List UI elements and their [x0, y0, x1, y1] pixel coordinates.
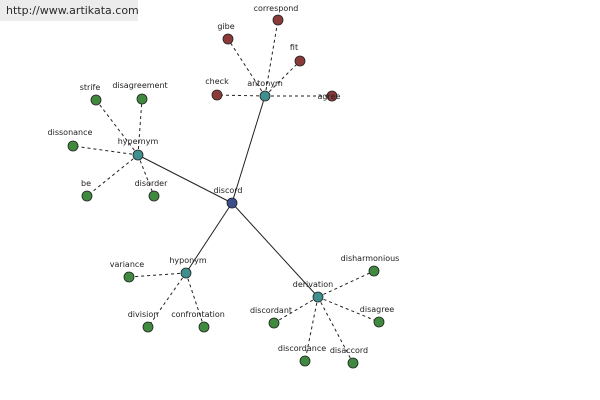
relation-label-derivation[interactable]: derivation [293, 280, 333, 289]
leaf-node-correspond[interactable] [272, 14, 284, 26]
edge-hyponym-variance [128, 272, 187, 278]
leaf-node-check[interactable] [211, 89, 223, 101]
leaf-label-correspond[interactable]: correspond [254, 4, 299, 13]
leaf-label-variance[interactable]: variance [110, 260, 145, 269]
edge-center-derivation [231, 202, 319, 298]
leaf-node-fit[interactable] [294, 55, 306, 67]
edge-center-antonym [231, 95, 266, 204]
edge-center-hyponym [185, 202, 233, 274]
edge-antonym-fit [264, 60, 301, 97]
leaf-node-division[interactable] [142, 321, 154, 333]
leaf-node-disorder[interactable] [148, 190, 160, 202]
url-banner[interactable]: http://www.artikata.com [0, 0, 139, 21]
relation-node-hyponym[interactable] [180, 267, 192, 279]
leaf-label-disagree[interactable]: disagree [360, 305, 394, 314]
leaf-node-variance[interactable] [123, 271, 135, 283]
leaf-label-disaccord[interactable]: disaccord [330, 346, 368, 355]
edge-hypernym-be [86, 154, 139, 197]
relation-node-antonym[interactable] [259, 90, 271, 102]
edge-derivation-discordant [273, 296, 319, 324]
leaf-node-gibe[interactable] [222, 33, 234, 45]
edge-derivation-disharmonious [317, 270, 375, 298]
leaf-label-disagreement[interactable]: disagreement [112, 81, 167, 90]
leaf-node-be[interactable] [81, 190, 93, 202]
leaf-node-disaccord[interactable] [347, 357, 359, 369]
leaf-label-disorder[interactable]: disorder [135, 179, 169, 188]
relation-label-antonym[interactable]: antonym [247, 79, 283, 88]
edge-derivation-disaccord [317, 296, 354, 364]
leaf-label-dissonance[interactable]: dissonance [48, 128, 93, 137]
center-node[interactable] [226, 197, 238, 209]
leaf-label-strife[interactable]: strife [80, 83, 101, 92]
graph-nodes: gibe correspond fit check agree antonym strife… [48, 4, 400, 369]
edge-hypernym-dissonance [72, 145, 139, 156]
edge-hypernym-disagreement [137, 98, 143, 156]
leaf-label-discordant[interactable]: discordant [250, 306, 292, 315]
leaf-node-agree[interactable] [326, 90, 338, 102]
leaf-node-disharmonious[interactable] [368, 265, 380, 277]
leaf-node-disagreement[interactable] [136, 93, 148, 105]
leaf-node-confrontation[interactable] [198, 321, 210, 333]
relation-label-hyponym[interactable]: hyponym [169, 256, 207, 265]
leaf-label-division[interactable]: division [128, 310, 159, 319]
leaf-node-strife[interactable] [90, 94, 102, 106]
leaf-label-agree[interactable]: agree [318, 92, 341, 101]
leaf-label-gibe[interactable]: gibe [217, 22, 234, 31]
relation-node-derivation[interactable] [312, 291, 324, 303]
leaf-node-dissonance[interactable] [67, 140, 79, 152]
leaf-label-discordance[interactable]: discordance [278, 344, 326, 353]
edge-hypernym-disorder [137, 154, 155, 197]
leaf-node-discordant[interactable] [268, 317, 280, 329]
edge-derivation-disagree [317, 296, 380, 323]
leaf-label-be[interactable]: be [81, 179, 91, 188]
edge-hypernym-strife [95, 99, 139, 156]
edge-antonym-gibe [227, 38, 266, 97]
relation-node-hypernym[interactable] [132, 149, 144, 161]
edge-derivation-discordance [304, 296, 319, 362]
edge-hyponym-division [147, 272, 187, 328]
relation-label-hypernym[interactable]: hypernym [118, 137, 159, 146]
leaf-label-check[interactable]: check [205, 77, 229, 86]
edge-antonym-check [216, 94, 266, 97]
edge-center-hypernym [137, 154, 233, 204]
graph-edges [72, 19, 380, 364]
center-label[interactable]: discord [214, 186, 243, 195]
leaf-node-discordance[interactable] [299, 355, 311, 367]
leaf-label-confrontation[interactable]: confrontation [171, 310, 225, 319]
leaf-label-fit[interactable]: fit [290, 43, 298, 52]
edge-antonym-correspond [264, 19, 279, 97]
leaf-node-disagree[interactable] [373, 316, 385, 328]
leaf-label-disharmonious[interactable]: disharmonious [341, 254, 400, 263]
